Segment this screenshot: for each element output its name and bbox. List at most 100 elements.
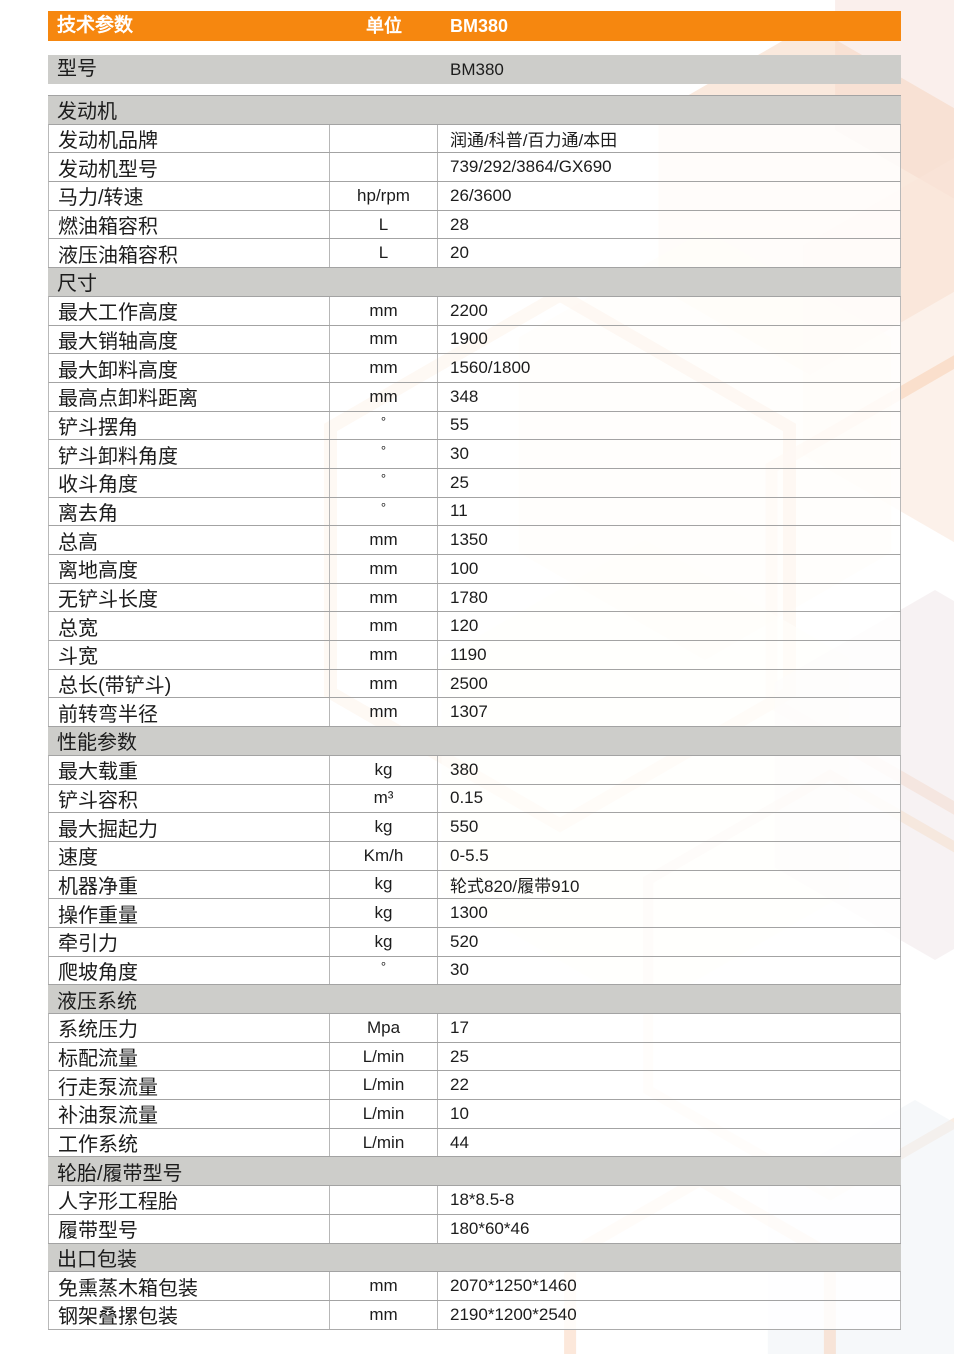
section-header: 尺寸 (48, 267, 901, 296)
spec-value: 120 (450, 616, 479, 636)
spec-unit-text: kg (374, 874, 393, 894)
section-title: 出口包装 (57, 1248, 137, 1271)
table-header-model-label: BM380 (450, 16, 509, 36)
spec-unit-text: mm (369, 1276, 398, 1296)
spec-unit-text: kg (374, 817, 393, 837)
spec-value: 380 (450, 759, 479, 779)
spec-unit-text: m³ (373, 788, 394, 808)
section-header: 轮胎/履带型号 (48, 1156, 901, 1186)
spec-row: 最大卸料高度 mm 1560/1800 (48, 353, 901, 382)
section-header: 出口包装 (48, 1242, 901, 1272)
spec-name: 铲斗容积 (49, 784, 330, 813)
spec-name: 系统压力 (49, 1014, 330, 1042)
spec-unit-text: mm (369, 1304, 398, 1324)
spec-unit: kg (330, 755, 438, 784)
spec-name: 标配流量 (49, 1042, 330, 1071)
spec-row: 最高点卸料距离 mm 348 (48, 381, 901, 411)
spec-unit (330, 1214, 438, 1243)
spec-row: 离去角 ° 11 (48, 496, 901, 526)
spec-unit (330, 1186, 438, 1214)
spec-unit: L/min (330, 1100, 438, 1128)
spec-unit-text: L (378, 243, 389, 263)
spec-unit: ° (330, 411, 438, 440)
spec-row: 补油泵流量 L/min 10 (48, 1099, 901, 1128)
spec-value: 0.15 (450, 788, 484, 808)
spec-row: 履带型号 180*60*46 (48, 1213, 901, 1243)
spec-unit: mm (330, 296, 438, 325)
spec-unit-text: ° (380, 413, 387, 429)
spec-row: 前转弯半径 mm 1307 (48, 697, 901, 727)
spec-name: 总长(带铲斗) (49, 669, 330, 698)
spec-unit-text: kg (374, 759, 393, 779)
table-header-unit-label: 单位 (366, 16, 402, 36)
spec-unit: L (330, 239, 438, 268)
spec-row: 最大工作高度 mm 2200 (48, 295, 901, 325)
spec-name: 最大工作高度 (49, 296, 330, 325)
spec-value: 25 (450, 472, 469, 492)
spec-unit: mm (330, 1300, 438, 1329)
spec-value: 1190 (450, 644, 487, 664)
spec-value: 22 (450, 1075, 469, 1095)
spec-row: 发动机型号 739/292/3864/GX690 (48, 152, 901, 182)
spec-row: 行走泵流量 L/min 22 (48, 1070, 901, 1100)
spec-table: 技术参数 单位 BM380 型号 BM380 发动机 发动机品牌 润通/科普/百力通… (48, 11, 901, 1330)
spec-unit-text: L/min (362, 1103, 405, 1123)
spec-unit: L/min (330, 1128, 438, 1157)
spec-unit: kg (330, 813, 438, 841)
spec-unit-text: mm (369, 673, 398, 693)
spec-unit (330, 153, 438, 182)
spec-unit-text: kg (374, 903, 393, 923)
spec-row: 免熏蒸木箱包装 mm 2070*1250*1460 (48, 1271, 901, 1300)
spec-value: 30 (450, 444, 469, 464)
spec-name: 钢架叠摞包装 (49, 1300, 330, 1329)
spec-row: 工作系统 L/min 44 (48, 1127, 901, 1157)
spec-name: 履带型号 (49, 1214, 330, 1243)
spec-name: 最大卸料高度 (49, 354, 330, 382)
spec-unit: mm (330, 325, 438, 354)
spec-unit-text: L/min (362, 1132, 405, 1152)
spec-unit: mm (330, 354, 438, 382)
spec-row: 马力/转速 hp/rpm 26/3600 (48, 181, 901, 210)
spec-unit-text: ° (380, 442, 387, 458)
spec-name: 操作重量 (49, 899, 330, 927)
section-title: 液压系统 (57, 990, 137, 1013)
spec-unit: ° (330, 497, 438, 526)
spec-value: 0-5.5 (450, 845, 489, 865)
spec-row: 斗宽 mm 1190 (48, 640, 901, 669)
spec-row: 燃油箱容积 L 28 (48, 209, 901, 239)
spec-unit: mm (330, 555, 438, 583)
spec-value: 2070*1250*1460 (450, 1276, 577, 1296)
spec-row: 最大掘起力 kg 550 (48, 812, 901, 841)
table-body: 发动机 发动机品牌 润通/科普/百力通/本田 发动机型号 739/292/3864/GX… (48, 95, 901, 1330)
spec-value: 1900 (450, 329, 488, 349)
spec-unit: mm (330, 698, 438, 727)
spec-unit-text: kg (374, 931, 393, 951)
spec-value: 30 (450, 960, 469, 980)
spec-value: 1350 (450, 530, 488, 550)
spec-row: 发动机品牌 润通/科普/百力通/本田 (48, 123, 901, 153)
spec-unit-text: mm (369, 558, 398, 578)
spec-value: 17 (450, 1017, 469, 1037)
spec-row: 液压油箱容积 L 20 (48, 238, 901, 268)
spec-row: 收斗角度 ° 25 (48, 467, 901, 497)
spec-row: 总长(带铲斗) mm 2500 (48, 668, 901, 698)
spec-unit: kg (330, 927, 438, 956)
spec-unit: ° (330, 440, 438, 468)
model-row-value: BM380 (450, 60, 504, 79)
spec-unit: Mpa (330, 1014, 438, 1042)
spec-value: 1560/1800 (450, 358, 531, 378)
spec-name: 最大掘起力 (49, 813, 330, 841)
spec-row: 无铲斗长度 mm 1780 (48, 582, 901, 612)
spec-value: 10 (450, 1103, 469, 1123)
section-header: 性能参数 (48, 726, 901, 755)
spec-name: 液压油箱容积 (49, 239, 330, 268)
spec-name: 发动机品牌 (49, 124, 330, 153)
spec-value: 2190*1200*2540 (450, 1304, 577, 1324)
spec-unit-text: mm (369, 702, 398, 722)
spec-unit: L/min (330, 1071, 438, 1100)
spec-row: 标配流量 L/min 25 (48, 1041, 901, 1071)
spec-name: 机器净重 (49, 870, 330, 899)
spec-name: 最大载重 (49, 755, 330, 784)
section-header: 液压系统 (48, 984, 901, 1013)
